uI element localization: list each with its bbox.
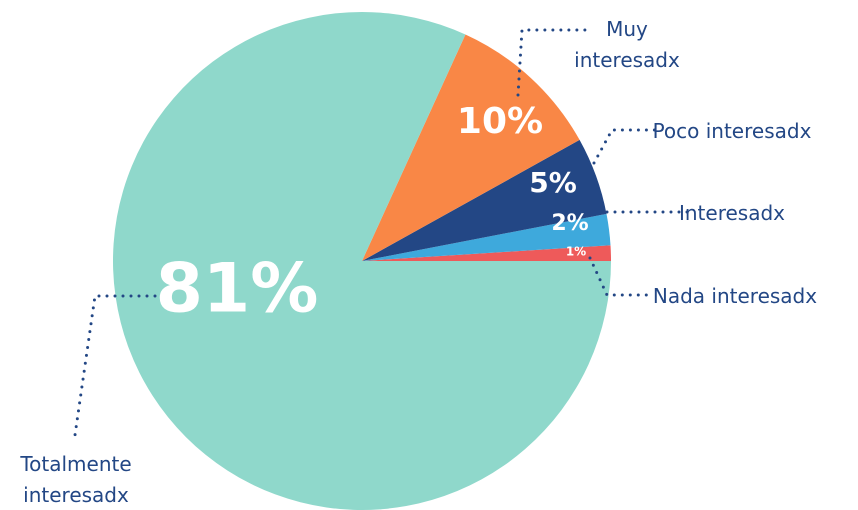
leader-line xyxy=(588,256,650,297)
value-label: 81% xyxy=(156,250,319,329)
pie-slice xyxy=(112,11,611,510)
pie-slice xyxy=(362,139,607,261)
pie-slice xyxy=(362,213,611,261)
slices xyxy=(112,11,611,510)
category-label: Totalmente interesadx xyxy=(20,452,132,507)
category-label: Muy interesadx xyxy=(574,17,680,72)
category-label: Interesadx xyxy=(678,201,785,225)
value-label: 1% xyxy=(566,245,586,259)
category-label: Nada interesadx xyxy=(652,284,818,308)
pie-slice xyxy=(362,245,611,261)
value-label: 10% xyxy=(457,101,543,142)
leader-line xyxy=(516,28,592,97)
pie-slice xyxy=(362,34,580,261)
leader-line xyxy=(73,294,165,437)
leader-line xyxy=(592,128,662,165)
category-label: Poco interesadx xyxy=(652,119,812,143)
value-label: 2% xyxy=(551,211,588,236)
value-label: 5% xyxy=(529,166,577,199)
